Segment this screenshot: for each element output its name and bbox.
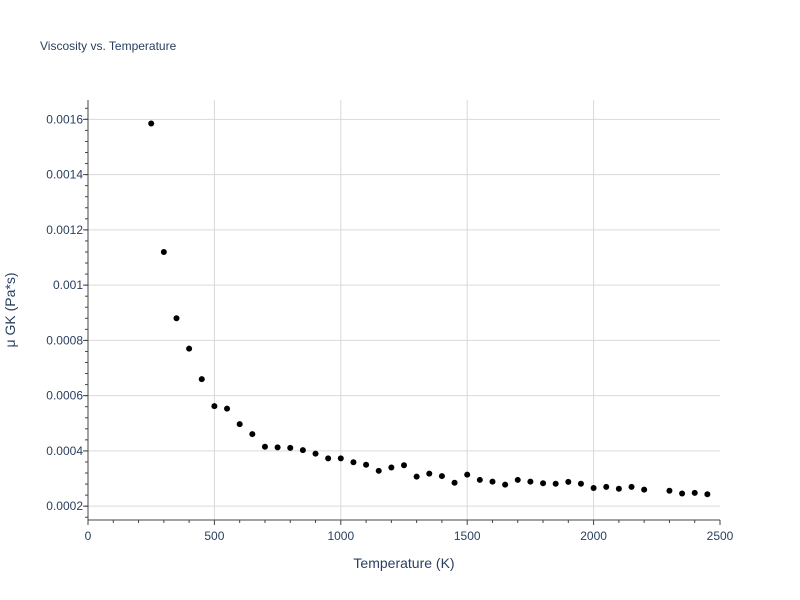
data-point — [464, 471, 471, 478]
data-point — [565, 478, 572, 485]
data-point — [160, 248, 167, 255]
y-tick-label: 0.0008 — [46, 333, 83, 347]
axes: 0.0002 0.0004 0.0006 0.0008 0.001 0.0012 0.001… — [46, 100, 734, 543]
data-point — [401, 462, 407, 469]
data-point — [312, 450, 319, 457]
y-tick-label: 0.0014 — [46, 168, 83, 182]
x-tick-label: 2500 — [707, 529, 734, 543]
data-point — [527, 478, 534, 485]
data-point — [173, 315, 180, 322]
data-point — [451, 479, 458, 486]
y-tick-label: 0.0012 — [46, 223, 83, 237]
chart-title: Viscosity vs. Temperature — [40, 39, 177, 53]
data-point — [476, 476, 483, 483]
data-point — [337, 455, 344, 462]
data-point — [363, 461, 370, 468]
data-point — [274, 444, 281, 451]
data-point — [236, 421, 243, 428]
data-point — [211, 403, 218, 410]
data-point — [198, 376, 205, 383]
data-point — [679, 490, 686, 497]
y-tick-label: 0.0004 — [46, 444, 83, 458]
x-tick-label: 1000 — [327, 529, 354, 543]
data-point — [388, 464, 395, 471]
data-point — [590, 484, 597, 491]
data-point — [641, 486, 648, 493]
y-tick-label: 0.0006 — [46, 389, 83, 403]
data-point — [540, 480, 547, 487]
x-tick-label: 0 — [85, 529, 92, 543]
data-point — [502, 481, 509, 488]
x-tick-label: 2000 — [580, 529, 607, 543]
data-point — [489, 478, 496, 485]
data-point — [552, 480, 559, 487]
data-point — [691, 489, 698, 496]
data-point — [325, 455, 332, 462]
data-point — [666, 487, 673, 494]
data-point — [350, 459, 357, 466]
data-point — [577, 480, 584, 487]
data-point — [287, 444, 294, 451]
data-point — [426, 470, 433, 477]
data-point — [261, 443, 268, 450]
grid-lines — [88, 100, 720, 520]
y-tick-label: 0.001 — [53, 278, 83, 292]
data-point — [224, 405, 231, 412]
x-tick-label: 500 — [204, 529, 224, 543]
y-axis-title: μ GK (Pa*s) — [2, 273, 18, 348]
data-point — [148, 120, 155, 127]
y-tick-label: 0.0016 — [46, 112, 83, 126]
x-tick-label: 1500 — [454, 529, 481, 543]
data-point — [375, 467, 382, 474]
data-point — [299, 447, 306, 454]
data-point — [704, 491, 711, 498]
data-point — [249, 431, 256, 438]
data-points — [148, 120, 711, 498]
data-point — [628, 483, 635, 490]
data-point — [514, 476, 521, 483]
data-point — [413, 473, 420, 480]
data-point — [615, 485, 622, 492]
y-tick-label: 0.0002 — [46, 499, 83, 513]
data-point — [603, 483, 610, 490]
data-point — [186, 345, 193, 352]
data-point — [438, 473, 445, 480]
x-axis-title: Temperature (K) — [353, 555, 454, 571]
